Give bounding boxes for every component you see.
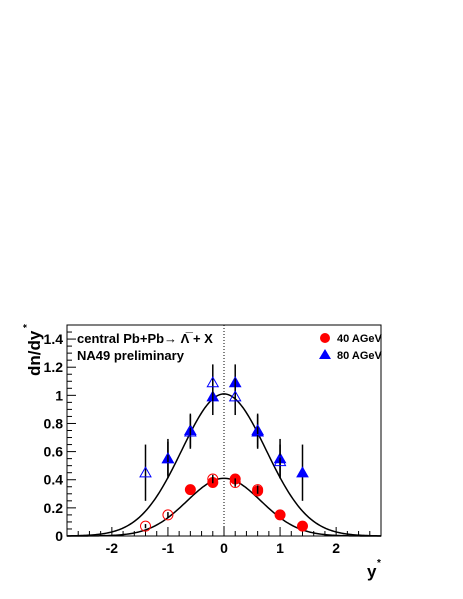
x-axis-label-star: * bbox=[377, 558, 381, 569]
y-tick-label: 0.4 bbox=[44, 472, 64, 488]
filled-circle-point bbox=[184, 484, 196, 496]
open-triangle-point bbox=[139, 466, 152, 478]
filled-circle-point bbox=[297, 520, 308, 532]
open-circle-point bbox=[252, 484, 264, 496]
open-triangle-point bbox=[161, 452, 175, 464]
y-tick-label: 1.2 bbox=[44, 359, 64, 375]
y-tick-label: 0.6 bbox=[44, 444, 64, 460]
legend-marker-40agev bbox=[320, 333, 330, 343]
open-circle-point bbox=[207, 473, 219, 485]
open-triangle-point bbox=[183, 425, 197, 437]
open-circle-point bbox=[229, 477, 241, 489]
filled-triangle-point bbox=[296, 466, 309, 478]
open-triangle-point bbox=[206, 376, 220, 388]
x-tick-label: 2 bbox=[332, 540, 340, 556]
open-circle-point bbox=[162, 509, 174, 521]
open-circle-point bbox=[140, 520, 151, 532]
y-tick-label: 1 bbox=[55, 387, 63, 403]
fit-curves-layer bbox=[66, 393, 382, 537]
filled-circle-point bbox=[274, 509, 286, 521]
y-axis-label: dn/dy bbox=[25, 330, 44, 376]
annotation-preliminary: NA49 preliminary bbox=[77, 348, 185, 363]
y-tick-label: 0.8 bbox=[44, 415, 64, 431]
x-tick-label: -1 bbox=[162, 540, 175, 556]
legend: 40 AGeV 80 AGeV bbox=[319, 333, 383, 362]
data-points-layer bbox=[139, 364, 309, 532]
y-axis-label-star: * bbox=[22, 324, 33, 328]
y-tick-label: 0.2 bbox=[44, 500, 64, 516]
x-tick-label: 0 bbox=[220, 540, 228, 556]
x-tick-label: -2 bbox=[106, 540, 119, 556]
y-tick-label: 1.4 bbox=[44, 331, 64, 347]
open-triangle-point bbox=[228, 390, 242, 402]
open-triangle-point bbox=[251, 423, 265, 436]
x-axis-label: y bbox=[367, 562, 377, 581]
annotation-reaction: central Pb+Pb→ Λ̅ + X bbox=[77, 331, 213, 346]
axes-layer: -2 -1 0 1 2 0 0.2 0.4 0.6 0.8 1 1.2 1.4 bbox=[44, 324, 382, 556]
open-triangle-point bbox=[273, 454, 287, 467]
y-tick-label: 0 bbox=[55, 528, 63, 544]
fit-curve-series-0 bbox=[67, 477, 381, 537]
legend-marker-80agev bbox=[319, 349, 331, 359]
fit-curve-series-1 bbox=[66, 393, 382, 537]
legend-label-40agev: 40 AGeV bbox=[337, 333, 383, 345]
x-tick-label: 1 bbox=[276, 540, 284, 556]
legend-label-80agev: 80 AGeV bbox=[337, 350, 383, 362]
